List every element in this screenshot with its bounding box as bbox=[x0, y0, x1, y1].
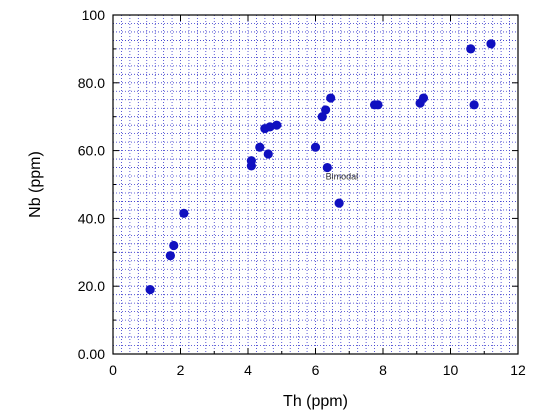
x-tick-label: 2 bbox=[177, 362, 185, 378]
data-point-layer bbox=[145, 39, 496, 295]
data-point bbox=[321, 105, 331, 115]
x-tick-label: 12 bbox=[510, 362, 526, 378]
x-tick-label: 8 bbox=[379, 362, 387, 378]
y-axis-title: Nb (ppm) bbox=[27, 151, 44, 218]
data-point bbox=[486, 39, 496, 49]
y-tick-label: 20.0 bbox=[78, 278, 105, 294]
data-point bbox=[263, 149, 273, 159]
data-point bbox=[373, 100, 383, 110]
y-tick-label: 0.00 bbox=[78, 346, 105, 362]
grid-layer bbox=[113, 15, 518, 354]
tick-layer bbox=[112, 14, 519, 355]
data-point bbox=[169, 240, 179, 251]
tick-label-layer: 0 2 4 6 8 10 12 0.00 20.0 40.0 60.0 80.0 100 bbox=[78, 7, 526, 378]
x-axis-title: Th (ppm) bbox=[283, 393, 348, 410]
y-tick-label: 80.0 bbox=[78, 75, 105, 91]
y-tick-label: 40.0 bbox=[78, 210, 105, 226]
data-point bbox=[165, 251, 175, 261]
data-point bbox=[246, 156, 256, 166]
data-point bbox=[255, 142, 265, 152]
x-tick-label: 6 bbox=[312, 362, 320, 378]
data-point bbox=[145, 284, 155, 295]
x-tick-label: 10 bbox=[443, 362, 459, 378]
y-tick-label: 100 bbox=[82, 7, 106, 23]
y-tick-label: 60.0 bbox=[78, 143, 105, 159]
data-point bbox=[418, 93, 429, 103]
annotation-label: Bimodal bbox=[326, 171, 359, 181]
data-point bbox=[322, 162, 332, 173]
x-tick-label: 4 bbox=[244, 362, 252, 378]
data-point bbox=[179, 208, 189, 218]
data-point bbox=[272, 120, 282, 130]
data-point bbox=[317, 112, 327, 122]
data-point bbox=[466, 44, 476, 54]
annotation-layer: Bimodal bbox=[326, 171, 359, 181]
data-point bbox=[469, 100, 479, 110]
data-point bbox=[310, 142, 321, 152]
x-tick-label: 0 bbox=[109, 362, 117, 378]
data-point bbox=[326, 93, 336, 103]
data-point bbox=[334, 198, 344, 208]
